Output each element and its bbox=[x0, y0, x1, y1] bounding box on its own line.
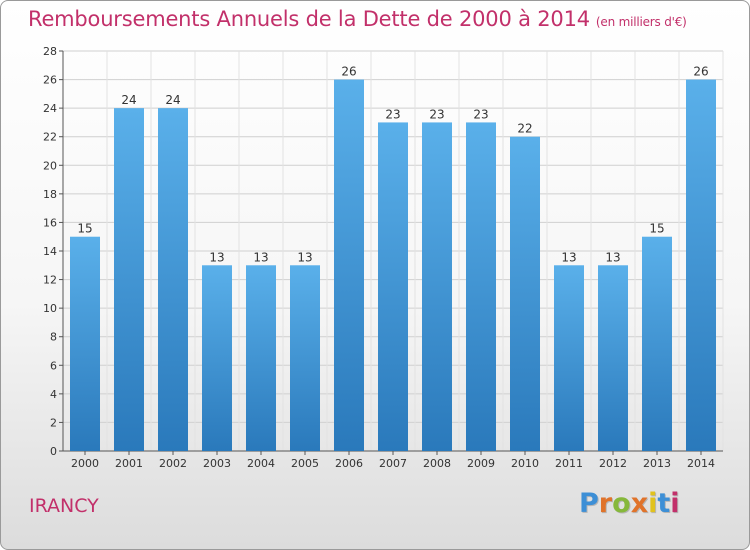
logo-letter: P bbox=[579, 488, 599, 519]
chart-title-text: Remboursements Annuels de la Dette de 20… bbox=[28, 7, 590, 31]
chart-title: Remboursements Annuels de la Dette de 20… bbox=[28, 7, 687, 31]
data-label: 13 bbox=[209, 250, 224, 264]
x-tick-label: 2006 bbox=[335, 457, 363, 470]
logo-letter: r bbox=[598, 488, 613, 519]
y-tick-label: 28 bbox=[43, 45, 57, 58]
x-tick-label: 2004 bbox=[247, 457, 275, 470]
x-tick-label: 2008 bbox=[423, 457, 451, 470]
data-label: 13 bbox=[561, 250, 576, 264]
x-tick-label: 2001 bbox=[115, 457, 143, 470]
logo-letter: i bbox=[670, 488, 680, 519]
bar bbox=[510, 136, 540, 451]
x-tick-label: 2002 bbox=[159, 457, 187, 470]
logo-letter: x bbox=[630, 488, 649, 519]
bar bbox=[642, 236, 672, 451]
data-label: 15 bbox=[77, 222, 92, 236]
x-tick-label: 2000 bbox=[71, 457, 99, 470]
y-tick-label: 2 bbox=[50, 416, 57, 429]
x-tick-label: 2014 bbox=[687, 457, 715, 470]
bar bbox=[378, 122, 408, 451]
y-tick-label: 8 bbox=[50, 331, 57, 344]
y-tick-label: 18 bbox=[43, 188, 57, 201]
x-tick-label: 2003 bbox=[203, 457, 231, 470]
data-label: 24 bbox=[121, 93, 136, 107]
data-label: 23 bbox=[473, 107, 488, 121]
y-tick-label: 24 bbox=[43, 102, 57, 115]
data-label: 24 bbox=[165, 93, 180, 107]
bar bbox=[290, 265, 320, 451]
x-tick-label: 2007 bbox=[379, 457, 407, 470]
y-tick-label: 6 bbox=[50, 359, 57, 372]
y-tick-label: 22 bbox=[43, 131, 57, 144]
y-tick-label: 4 bbox=[50, 388, 57, 401]
y-tick-label: 26 bbox=[43, 74, 57, 87]
proxiti-logo: Proxiti bbox=[579, 488, 680, 519]
data-label: 23 bbox=[429, 107, 444, 121]
y-tick-label: 14 bbox=[43, 245, 57, 258]
bar bbox=[114, 108, 144, 452]
y-tick-label: 0 bbox=[50, 445, 57, 458]
chart-unit: (en milliers d'€) bbox=[595, 15, 687, 29]
data-label: 15 bbox=[649, 222, 664, 236]
data-label: 26 bbox=[693, 65, 708, 79]
bar bbox=[70, 236, 100, 451]
bar bbox=[422, 122, 452, 451]
y-tick-label: 12 bbox=[43, 274, 57, 287]
data-label: 13 bbox=[297, 250, 312, 264]
logo-letter: t bbox=[657, 488, 671, 519]
commune-name: IRANCY bbox=[29, 495, 99, 517]
x-tick-label: 2010 bbox=[511, 457, 539, 470]
logo-letter: o bbox=[612, 488, 631, 519]
bar bbox=[598, 265, 628, 451]
bar bbox=[246, 265, 276, 451]
bar bbox=[466, 122, 496, 451]
data-label: 13 bbox=[605, 250, 620, 264]
bar bbox=[158, 108, 188, 452]
data-label: 23 bbox=[385, 107, 400, 121]
x-tick-label: 2013 bbox=[643, 457, 671, 470]
data-label: 13 bbox=[253, 250, 268, 264]
data-label: 26 bbox=[341, 65, 356, 79]
y-tick-label: 20 bbox=[43, 159, 57, 172]
y-tick-label: 16 bbox=[43, 216, 57, 229]
x-tick-label: 2012 bbox=[599, 457, 627, 470]
bar bbox=[686, 79, 716, 452]
x-tick-label: 2011 bbox=[555, 457, 583, 470]
x-tick-label: 2009 bbox=[467, 457, 495, 470]
bar bbox=[334, 79, 364, 452]
x-tick-label: 2005 bbox=[291, 457, 319, 470]
bar bbox=[554, 265, 584, 451]
data-label: 22 bbox=[517, 122, 532, 136]
y-tick-label: 10 bbox=[43, 302, 57, 315]
logo-letter: i bbox=[648, 488, 658, 519]
bar bbox=[202, 265, 232, 451]
